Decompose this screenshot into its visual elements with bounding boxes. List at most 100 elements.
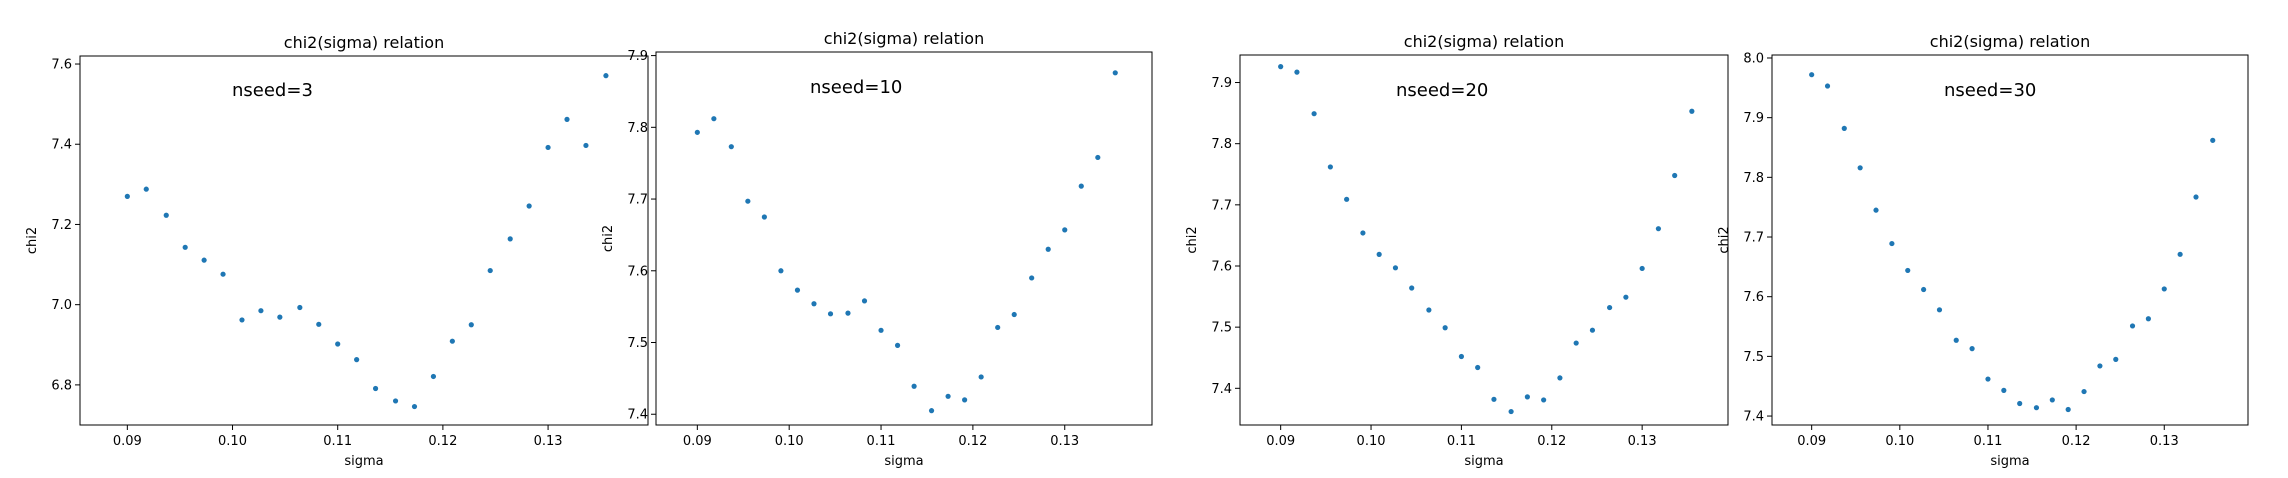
data-point — [1112, 70, 1118, 76]
data-point — [1524, 394, 1530, 400]
plot-frame — [655, 51, 1153, 426]
data-point — [1426, 307, 1432, 313]
y-tick-label: 7.6 — [627, 264, 648, 279]
x-axis-label: sigma — [1990, 454, 2029, 469]
data-point — [182, 244, 188, 250]
data-point — [1672, 172, 1678, 179]
data-point — [354, 357, 360, 363]
data-point — [1573, 340, 1579, 346]
data-point — [583, 142, 589, 149]
data-point — [430, 373, 437, 380]
data-point — [392, 398, 399, 404]
data-point — [1557, 375, 1563, 381]
nseed-annotation: nseed=20 — [1396, 80, 1488, 101]
data-point — [1921, 286, 1927, 293]
data-point — [1458, 353, 1465, 360]
y-tick-label: 7.7 — [1743, 231, 1764, 246]
y-tick-label: 7.7 — [1211, 198, 1232, 213]
y-tick-label: 7.7 — [627, 193, 648, 208]
data-point — [239, 317, 245, 323]
data-point — [1809, 72, 1815, 78]
data-point — [1360, 230, 1366, 236]
y-tick-label: 7.6 — [1743, 290, 1764, 305]
data-point — [372, 385, 379, 392]
y-axis-label: chi2 — [25, 227, 40, 254]
plot-frame — [79, 55, 649, 426]
data-point — [778, 268, 784, 274]
chart-title: chi2(sigma) relation — [1404, 32, 1564, 51]
data-point — [316, 321, 322, 327]
data-point — [745, 198, 751, 204]
x-tick-label: 0.13 — [2150, 434, 2179, 449]
data-point — [1841, 125, 1847, 132]
y-axis-label: chi2 — [1717, 226, 1732, 253]
data-point — [2033, 405, 2040, 411]
y-tick-label: 7.9 — [1743, 111, 1764, 126]
data-point — [962, 397, 968, 403]
x-tick-label: 0.10 — [218, 434, 247, 449]
y-axis-label: chi2 — [601, 225, 616, 252]
data-point — [2129, 323, 2136, 329]
data-point — [894, 342, 901, 348]
data-point — [335, 341, 341, 347]
data-point — [1029, 275, 1035, 281]
y-tick-label: 6.8 — [51, 378, 72, 393]
x-tick-label: 0.13 — [534, 434, 563, 449]
y-axis-label: chi2 — [1185, 226, 1200, 253]
data-point — [811, 301, 817, 307]
data-point — [1873, 207, 1879, 213]
nseed-annotation: nseed=10 — [810, 77, 902, 98]
data-point — [2145, 316, 2151, 322]
x-tick-label: 0.11 — [867, 434, 896, 449]
data-point — [1045, 246, 1051, 252]
data-point — [761, 214, 767, 220]
data-point — [1376, 251, 1382, 257]
x-tick-label: 0.11 — [1447, 434, 1476, 449]
data-point — [911, 383, 917, 389]
y-tick-label: 7.4 — [1743, 410, 1764, 425]
data-point — [468, 322, 474, 328]
data-point — [827, 311, 834, 317]
chart-panel-4: chi2(sigma) relation 0.09 0.10 0.11 0.12 0.13… — [1717, 32, 2249, 469]
data-point — [143, 186, 149, 192]
data-point — [1392, 265, 1399, 271]
data-point — [487, 267, 493, 274]
data-point — [1409, 285, 1415, 291]
data-point — [1011, 311, 1017, 318]
data-point — [526, 203, 532, 209]
chart-panel-3: chi2(sigma) relation 0.09 0.10 0.11 0.12 0.13… — [1185, 32, 1729, 469]
x-tick-label: 0.09 — [683, 434, 712, 449]
chart-title: chi2(sigma) relation — [284, 33, 444, 52]
x-axis-label: sigma — [1464, 454, 1503, 469]
chart-panel-2: chi2(sigma) relation 0.09 0.10 0.11 0.12 0.13… — [601, 29, 1153, 469]
chart-title: chi2(sigma) relation — [1930, 32, 2090, 51]
x-tick-label: 0.12 — [958, 434, 987, 449]
data-point — [201, 257, 207, 263]
data-point — [2193, 194, 2199, 200]
data-point — [2001, 387, 2007, 393]
data-point — [258, 308, 264, 314]
data-point — [1508, 408, 1514, 415]
x-tick-label: 0.13 — [1628, 434, 1657, 449]
y-tick-label: 7.5 — [627, 336, 648, 351]
data-point — [1655, 226, 1662, 232]
data-point — [728, 144, 734, 150]
data-point — [1589, 327, 1596, 333]
data-point — [978, 374, 984, 380]
data-point — [1689, 108, 1695, 114]
data-point — [2177, 251, 2183, 257]
data-point — [124, 193, 130, 199]
data-point — [449, 338, 455, 344]
data-point — [2113, 356, 2119, 362]
data-point — [694, 129, 700, 135]
data-point — [2065, 406, 2071, 413]
y-tick-label: 7.8 — [1743, 171, 1764, 186]
x-tick-label: 0.12 — [2062, 434, 2091, 449]
chart-panel-1: chi2(sigma) relation 0.09 0.10 0.11 0.12 0.13… — [25, 33, 649, 469]
x-tick-label: 0.10 — [775, 434, 804, 449]
chart-title: chi2(sigma) relation — [824, 29, 984, 48]
data-point — [1442, 325, 1448, 331]
data-point — [603, 73, 609, 79]
data-point — [928, 408, 935, 414]
y-tick-label: 7.8 — [627, 121, 648, 136]
